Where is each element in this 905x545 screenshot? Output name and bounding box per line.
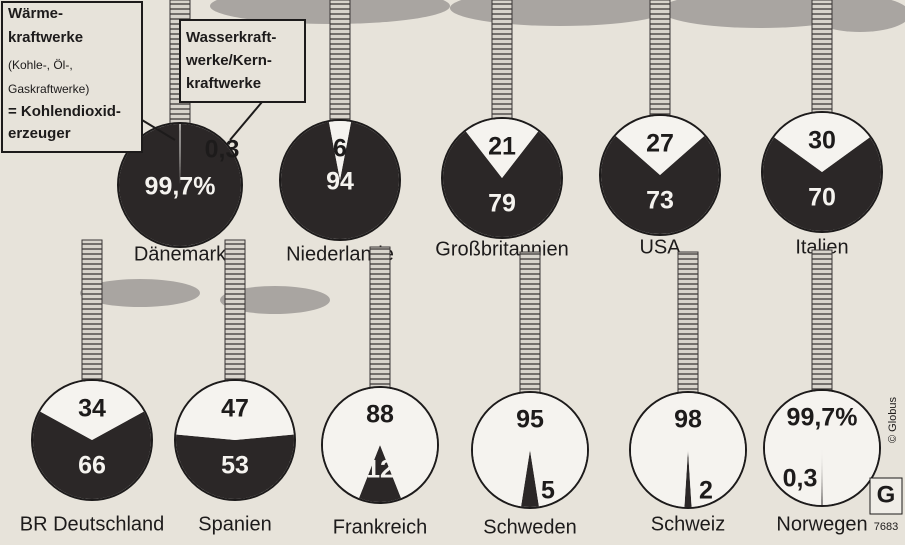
page: 99,7%0,3Dänemark946Niederlande7921Großbr… [0, 0, 905, 545]
value-label: 70 [808, 184, 836, 212]
pie-title: Schweiz [651, 513, 725, 535]
legend-text: werke/Kern- [185, 52, 272, 69]
chimney [812, 0, 832, 116]
value-label: 88 [366, 401, 394, 429]
chimney [370, 247, 390, 391]
credit: © Globus [887, 396, 899, 443]
value-label: 34 [78, 395, 106, 423]
pie-title: Großbritannien [435, 238, 568, 260]
value-label: 0,3 [783, 465, 818, 493]
legend-text: = Kohlendioxid- [8, 103, 121, 120]
pie-title: Norwegen [776, 513, 867, 535]
value-label: 98 [674, 406, 702, 434]
chimney [330, 0, 350, 124]
value-label: 79 [488, 190, 516, 218]
value-label: 6 [333, 135, 347, 163]
value-label: 99,7% [145, 173, 216, 201]
chimney [678, 252, 698, 396]
value-label: 0,3 [205, 136, 240, 164]
number: 7683 [874, 521, 898, 533]
value-label: 47 [221, 395, 249, 423]
pie-title: Dänemark [134, 243, 227, 265]
value-label: 53 [221, 452, 249, 480]
chimney [520, 252, 540, 396]
value-label: 5 [541, 476, 555, 504]
legend-text: kraftwerke [186, 75, 261, 92]
value-label: 27 [646, 130, 674, 158]
value-label: 2 [699, 476, 713, 504]
chimney [812, 250, 832, 394]
pie-title: BR Deutschland [20, 513, 165, 535]
logo: G [877, 481, 896, 508]
pie-title: Spanien [198, 513, 271, 535]
legend-text: Wasserkraft- [186, 29, 276, 46]
value-label: 99,7% [787, 404, 858, 432]
value-label: 30 [808, 127, 836, 155]
legend-text: (Kohle-, Öl-, [8, 58, 73, 72]
legend-text: Wärme- [8, 5, 63, 22]
pie-title: Frankreich [333, 516, 427, 538]
chimney [492, 0, 512, 122]
pie-title: USA [639, 236, 681, 258]
chimney [225, 240, 245, 384]
value-label: 12 [366, 456, 394, 484]
value-label: 21 [488, 133, 516, 161]
value-label: 94 [326, 168, 354, 196]
legend-text: Gaskraftwerke) [8, 82, 89, 96]
value-label: 73 [646, 187, 674, 215]
chimney [650, 0, 670, 119]
value-label: 95 [516, 406, 544, 434]
legend-text: kraftwerke [8, 29, 83, 46]
legend-text: erzeuger [8, 125, 71, 142]
value-label: 66 [78, 452, 106, 480]
chimney [82, 240, 102, 384]
pie-title: Schweden [483, 516, 576, 538]
infographic: 99,7%0,3Dänemark946Niederlande7921Großbr… [0, 0, 905, 545]
